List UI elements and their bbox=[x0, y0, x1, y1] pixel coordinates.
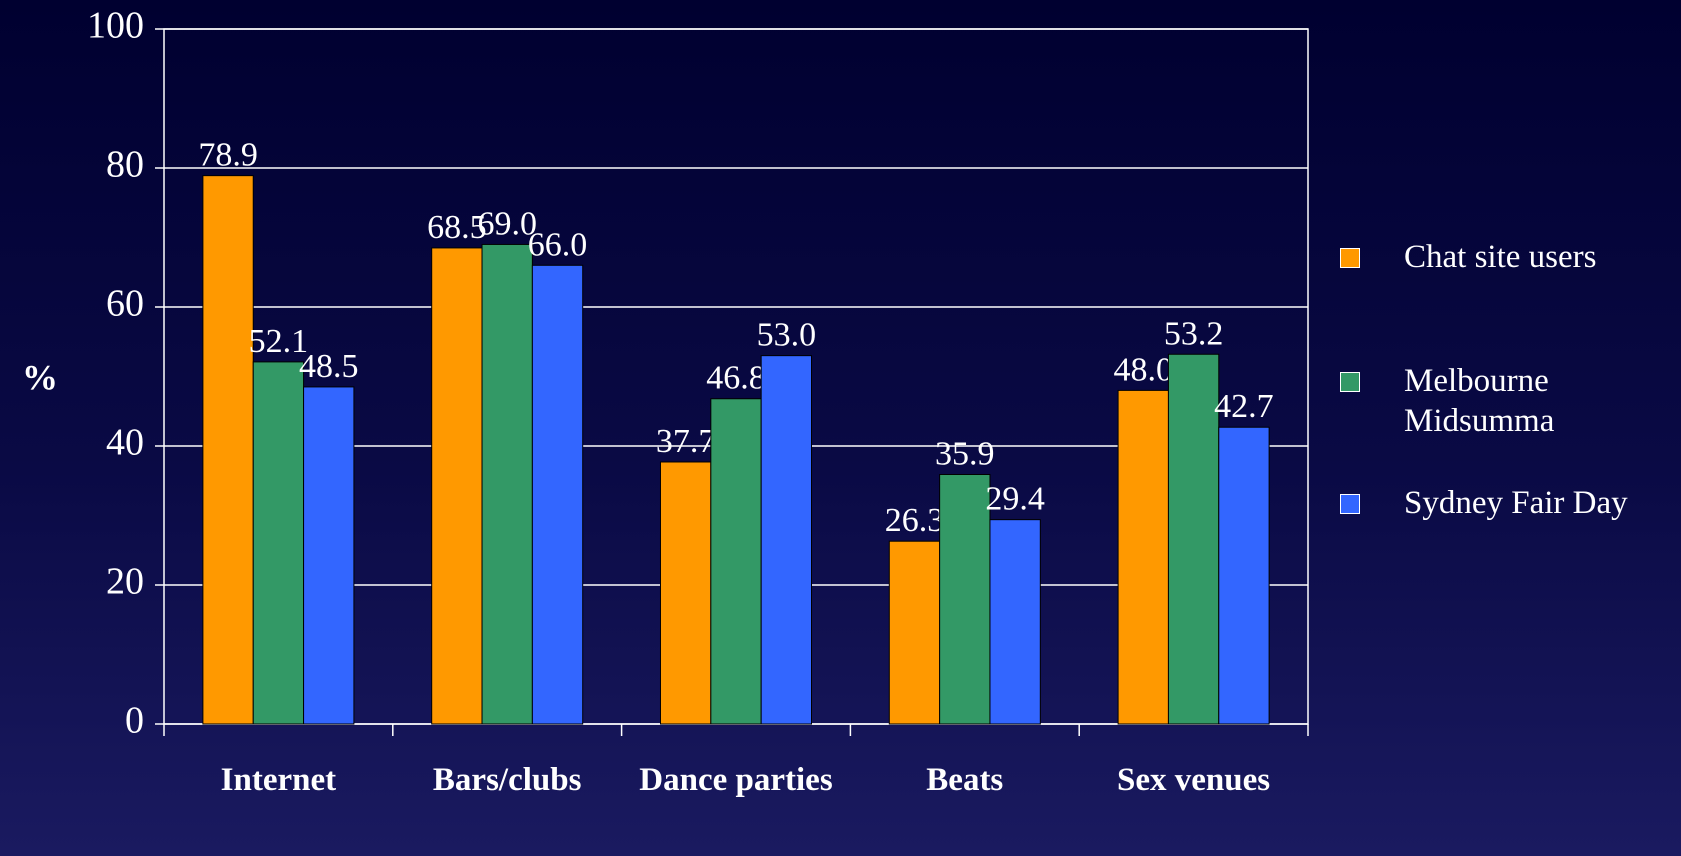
legend-label: Melbourne Midsumma bbox=[1404, 363, 1555, 439]
legend-swatch bbox=[1340, 372, 1360, 392]
x-tick-label: Beats bbox=[926, 762, 1004, 798]
x-tick-label: Sex venues bbox=[1117, 762, 1271, 798]
x-tick-label: Bars/clubs bbox=[432, 762, 582, 798]
data-label: 26.3 bbox=[885, 502, 945, 539]
y-axis-label: % bbox=[22, 357, 58, 397]
data-label: 52.1 bbox=[249, 323, 309, 360]
data-label: 53.2 bbox=[1164, 315, 1224, 352]
y-tick-label: 40 bbox=[106, 422, 144, 464]
legend-label: Chat site users bbox=[1404, 239, 1597, 275]
bar bbox=[303, 386, 355, 725]
bar bbox=[710, 398, 762, 725]
bar bbox=[760, 355, 813, 725]
data-label: 48.0 bbox=[1114, 351, 1174, 388]
bar bbox=[1167, 353, 1220, 725]
y-tick-label: 60 bbox=[106, 283, 144, 325]
data-label: 42.7 bbox=[1214, 388, 1274, 425]
bar bbox=[1218, 426, 1270, 725]
bar bbox=[252, 361, 305, 725]
data-label: 29.4 bbox=[985, 481, 1045, 518]
x-tick-label: Internet bbox=[220, 762, 337, 798]
x-tick-label: Dance parties bbox=[639, 762, 833, 798]
data-label: 37.7 bbox=[656, 423, 716, 460]
legend-swatch bbox=[1340, 248, 1360, 268]
data-label: 53.0 bbox=[757, 317, 817, 354]
bar bbox=[481, 243, 533, 725]
bar bbox=[202, 175, 254, 725]
bar bbox=[431, 247, 483, 725]
data-label: 78.9 bbox=[198, 137, 258, 174]
legend-label: Sydney Fair Day bbox=[1404, 485, 1628, 521]
bar bbox=[531, 264, 584, 725]
y-tick-label: 0 bbox=[125, 700, 144, 742]
data-label: 69.0 bbox=[477, 205, 537, 242]
y-tick-label: 100 bbox=[87, 5, 144, 47]
data-label: 68.5 bbox=[427, 209, 487, 246]
bar bbox=[939, 473, 991, 725]
bar bbox=[659, 461, 712, 725]
y-tick-label: 80 bbox=[106, 144, 144, 186]
data-label: 35.9 bbox=[935, 435, 995, 472]
bar bbox=[1117, 389, 1169, 725]
bar bbox=[888, 540, 941, 725]
legend-swatch bbox=[1340, 494, 1360, 514]
y-tick-label: 20 bbox=[106, 561, 144, 603]
data-label: 66.0 bbox=[528, 226, 588, 263]
bar bbox=[989, 519, 1041, 725]
data-label: 46.8 bbox=[706, 360, 766, 397]
data-label: 48.5 bbox=[299, 348, 359, 385]
